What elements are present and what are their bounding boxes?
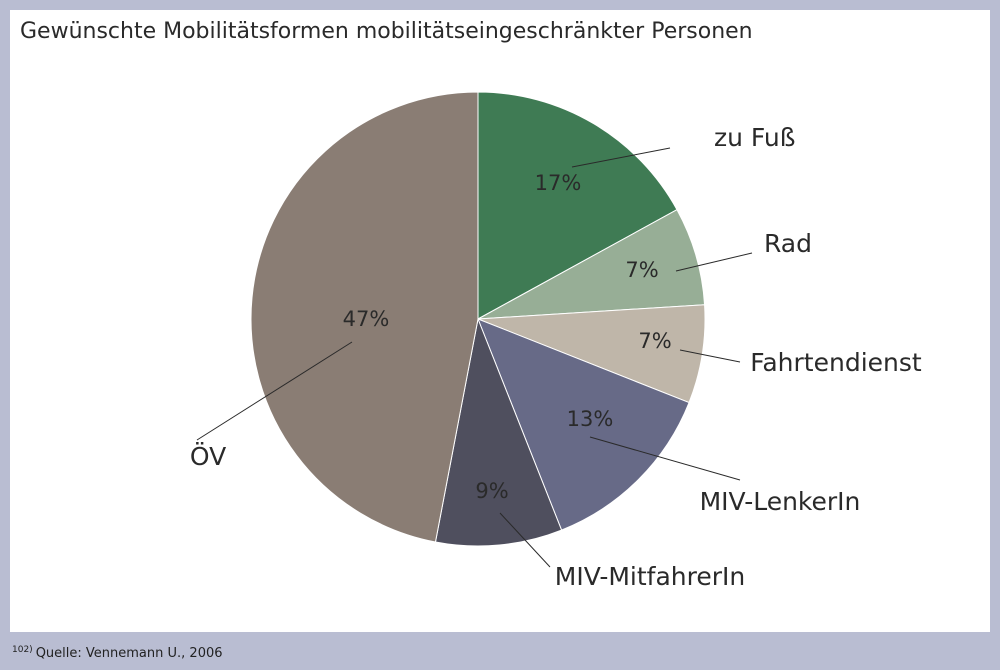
slice-category-label: Fahrtendienst xyxy=(750,348,922,377)
pie-slice-1 xyxy=(477,91,678,320)
leader-lines xyxy=(196,147,753,568)
pie-slice-4 xyxy=(477,318,690,531)
chart-title: Gewünschte Mobilitätsformen mobilitätsei… xyxy=(20,19,753,44)
pie-slice-5 xyxy=(434,317,563,547)
footnote: 102) Quelle: Vennemann U., 2006 xyxy=(12,645,223,661)
slice-labels: 17% zu Fuß 7% Rad 7% Fahrtendienst 13% MIV-Lenk… xyxy=(190,123,922,591)
slice-value-label: 9% xyxy=(475,479,508,503)
slice-value-label: 7% xyxy=(625,258,658,282)
leader-line-2 xyxy=(675,252,753,272)
leader-line-6 xyxy=(196,341,353,441)
slice-value-label: 7% xyxy=(638,329,671,353)
pie-chart: 17% zu Fuß 7% Rad 7% Fahrtendienst 13% MIV-Lenk… xyxy=(190,91,922,591)
slice-value-label: 47% xyxy=(343,307,390,331)
slice-category-label: zu Fuß xyxy=(714,123,796,152)
slice-value-label: 13% xyxy=(567,407,614,431)
pie-slices xyxy=(250,91,706,547)
slice-value-label: 17% xyxy=(535,171,582,195)
slice-category-label: Rad xyxy=(764,229,812,258)
leader-line-3 xyxy=(679,349,741,363)
footnote-number: 102) xyxy=(12,645,33,655)
leader-line-5 xyxy=(499,512,551,568)
footnote-source: Quelle: Vennemann U., 2006 xyxy=(35,646,223,661)
slice-category-label: ÖV xyxy=(190,442,226,471)
slice-category-label: MIV-MitfahrerIn xyxy=(555,562,746,591)
pie-slice-6 xyxy=(250,91,479,543)
slice-category-label: MIV-LenkerIn xyxy=(700,487,861,516)
leader-line-1 xyxy=(571,147,671,168)
leader-line-4 xyxy=(589,436,741,481)
